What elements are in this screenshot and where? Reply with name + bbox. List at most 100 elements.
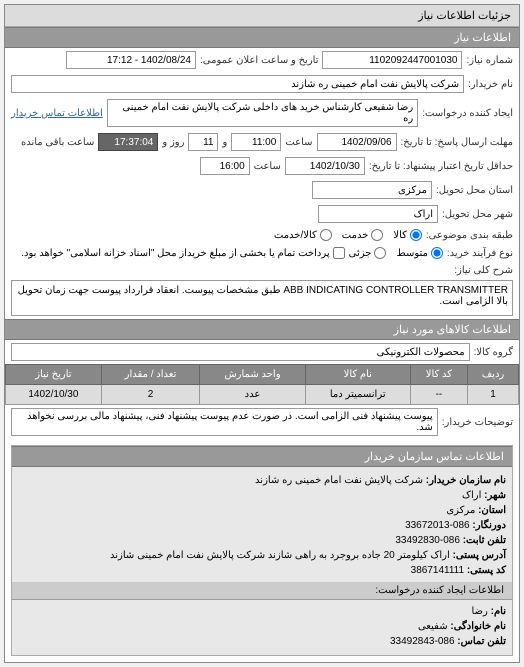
row-province: استان محل تحویل: مرکزی <box>5 178 519 202</box>
goods-section-header: اطلاعات کالاهای مورد نیاز <box>5 319 519 340</box>
desc-label: شرح کلی نیاز: <box>454 265 513 276</box>
requester-label: ایجاد کننده درخواست: <box>422 108 513 119</box>
time-label-1: ساعت <box>285 137 312 148</box>
org-label: نام سازمان خریدار: <box>426 475 506 486</box>
delivery-date-field: 1402/10/30 <box>285 157 365 175</box>
desc-field: ABB INDICATING CONTROLLER TRANSMITTER طب… <box>11 280 513 316</box>
row-type: طبقه بندی موضوعی: کالا خدمت کالا/خدمت <box>5 226 519 244</box>
days-field: 11 <box>188 133 218 151</box>
creator-phone-value: 086-33492843 <box>390 636 455 647</box>
fax-value: 086-33672013 <box>405 520 470 531</box>
payment-checkbox-input[interactable] <box>333 247 345 259</box>
cell-date: 1402/10/30 <box>6 385 102 405</box>
row-group: گروه کالا: محصولات الکترونیکی <box>5 340 519 364</box>
answer-deadline-label: مهلت ارسال پاسخ: تا تاریخ: <box>401 137 513 148</box>
payment-checkbox[interactable]: پرداخت تمام یا بخشی از مبلغ خریداز محل "… <box>21 247 344 259</box>
goods-table: ردیف کد کالا نام کالا واحد شمارش تعداد /… <box>5 364 519 405</box>
payment-note: پرداخت تمام یا بخشی از مبلغ خریداز محل "… <box>21 248 329 259</box>
address-value: اراک کیلومتر 20 جاده بروجرد به راهی شازن… <box>110 550 450 561</box>
type-services-label: خدمت <box>342 230 369 241</box>
group-label: گروه کالا: <box>474 347 513 358</box>
and-label: و <box>222 137 227 148</box>
name-line: نام: رضا <box>18 604 506 619</box>
city-field: اراک <box>318 205 438 223</box>
purchase-partial-label: جزئی <box>349 248 372 259</box>
purchase-label: نوع فرآیند خرید: <box>447 248 513 259</box>
city-line: شهر: اراک <box>18 488 506 503</box>
fax-label: دورنگار: <box>472 520 506 531</box>
city-label: شهر محل تحویل: <box>442 209 513 220</box>
type-services-input[interactable] <box>371 229 383 241</box>
type-goods-input[interactable] <box>410 229 422 241</box>
cell-code: -- <box>410 385 467 405</box>
page-header: جزئیات اطلاعات نیاز <box>5 5 519 27</box>
surname-line: نام خانوادگی: شفیعی <box>18 619 506 634</box>
address-line: آدرس پستی: اراک کیلومتر 20 جاده بروجرد ب… <box>18 548 506 563</box>
row-purchase: نوع فرآیند خرید: متوسط جزئی پرداخت تمام … <box>5 244 519 262</box>
surname-label: نام خانوادگی: <box>450 621 506 632</box>
notes-label: توضیحات خریدار: <box>442 417 513 428</box>
fax-line: دورنگار: 086-33672013 <box>18 518 506 533</box>
need-info-section-header: اطلاعات نیاز <box>5 27 519 48</box>
org-province-label: استان: <box>478 505 506 516</box>
cell-name: ترانسمیتر دما <box>305 385 410 405</box>
remaining-time-field: 17:37:04 <box>98 133 158 151</box>
cell-qty: 2 <box>101 385 199 405</box>
cell-unit: عدد <box>200 385 306 405</box>
purchase-partial-radio[interactable]: جزئی <box>349 247 387 259</box>
surname-value: شفیعی <box>418 621 448 632</box>
remaining-suffix: ساعت باقی مانده <box>21 137 94 148</box>
main-container: جزئیات اطلاعات نیاز اطلاعات نیاز شماره ن… <box>4 4 520 663</box>
row-answer-deadline: مهلت ارسال پاسخ: تا تاریخ: 1402/09/06 سا… <box>5 130 519 154</box>
purchase-mid-radio[interactable]: متوسط <box>396 247 442 259</box>
purchase-partial-input[interactable] <box>374 247 386 259</box>
type-goods-label: کالا <box>393 230 407 241</box>
contact-link[interactable]: اطلاعات تماس خریدار <box>11 108 103 119</box>
row-notes: توضیحات خریدار: پیوست پیشنهاد فنی الزامی… <box>5 405 519 439</box>
type-radio-group: کالا خدمت کالا/خدمت <box>274 229 422 241</box>
phone-label: تلفن ثابت: <box>463 535 506 546</box>
purchase-mid-input[interactable] <box>431 247 443 259</box>
requester-field: رضا شفیعی کارشناس خرید های داخلی شرکت پا… <box>107 99 418 127</box>
buyer-field: شرکت پالایش نفت امام خمینی ره شازند <box>11 75 464 93</box>
table-header-row: ردیف کد کالا نام کالا واحد شمارش تعداد /… <box>6 365 519 385</box>
address-label: آدرس پستی: <box>453 550 506 561</box>
row-req-number: شماره نیاز: 1102092447001030 تاریخ و ساع… <box>5 48 519 72</box>
type-goods-radio[interactable]: کالا <box>393 229 422 241</box>
type-both-label: کالا/خدمت <box>274 230 317 241</box>
name-label: نام: <box>491 606 506 617</box>
delivery-time-field: 16:00 <box>200 157 250 175</box>
col-name: نام کالا <box>305 365 410 385</box>
org-city-label: شهر: <box>484 490 506 501</box>
purchase-radio-group: متوسط جزئی <box>349 247 443 259</box>
req-number-label: شماره نیاز: <box>466 55 513 66</box>
phone-line: تلفن ثابت: 086-33492830 <box>18 533 506 548</box>
cell-row: 1 <box>468 385 519 405</box>
col-unit: واحد شمارش <box>200 365 306 385</box>
province-field: مرکزی <box>312 181 432 199</box>
notes-field: پیوست پیشنهاد فنی الزامی است. در صورت عد… <box>11 408 438 436</box>
creator-phone-line: تلفن تماس: 086-33492843 <box>18 634 506 649</box>
row-buyer: نام خریدار: شرکت پالایش نفت امام خمینی ر… <box>5 72 519 96</box>
col-code: کد کالا <box>410 365 467 385</box>
buyer-label: نام خریدار: <box>468 79 513 90</box>
time-label-2: ساعت <box>254 161 281 172</box>
postal-label: کد پستی: <box>467 565 506 576</box>
type-both-radio[interactable]: کالا/خدمت <box>274 229 332 241</box>
row-delivery-deadline: حداقل تاریخ اعتبار پیشنهاد: تا تاریخ: 14… <box>5 154 519 178</box>
row-city: شهر محل تحویل: اراک <box>5 202 519 226</box>
page-title: جزئیات اطلاعات نیاز <box>418 10 511 22</box>
req-number-field: 1102092447001030 <box>322 51 462 69</box>
buyer-org-box: اطلاعات تماس سازمان خریدار نام سازمان خر… <box>11 445 513 656</box>
type-services-radio[interactable]: خدمت <box>342 229 384 241</box>
type-label: طبقه بندی موضوعی: <box>426 230 513 241</box>
creator-sub-header: اطلاعات ایجاد کننده درخواست: <box>12 582 512 600</box>
row-requester: ایجاد کننده درخواست: رضا شفیعی کارشناس خ… <box>5 96 519 130</box>
type-both-input[interactable] <box>320 229 332 241</box>
days-label: روز و <box>162 137 184 148</box>
col-date: تاریخ نیاز <box>6 365 102 385</box>
province-label: استان محل تحویل: <box>436 185 513 196</box>
col-qty: تعداد / مقدار <box>101 365 199 385</box>
phone-value: 086-33492830 <box>395 535 460 546</box>
province-line: استان: مرکزی <box>18 503 506 518</box>
